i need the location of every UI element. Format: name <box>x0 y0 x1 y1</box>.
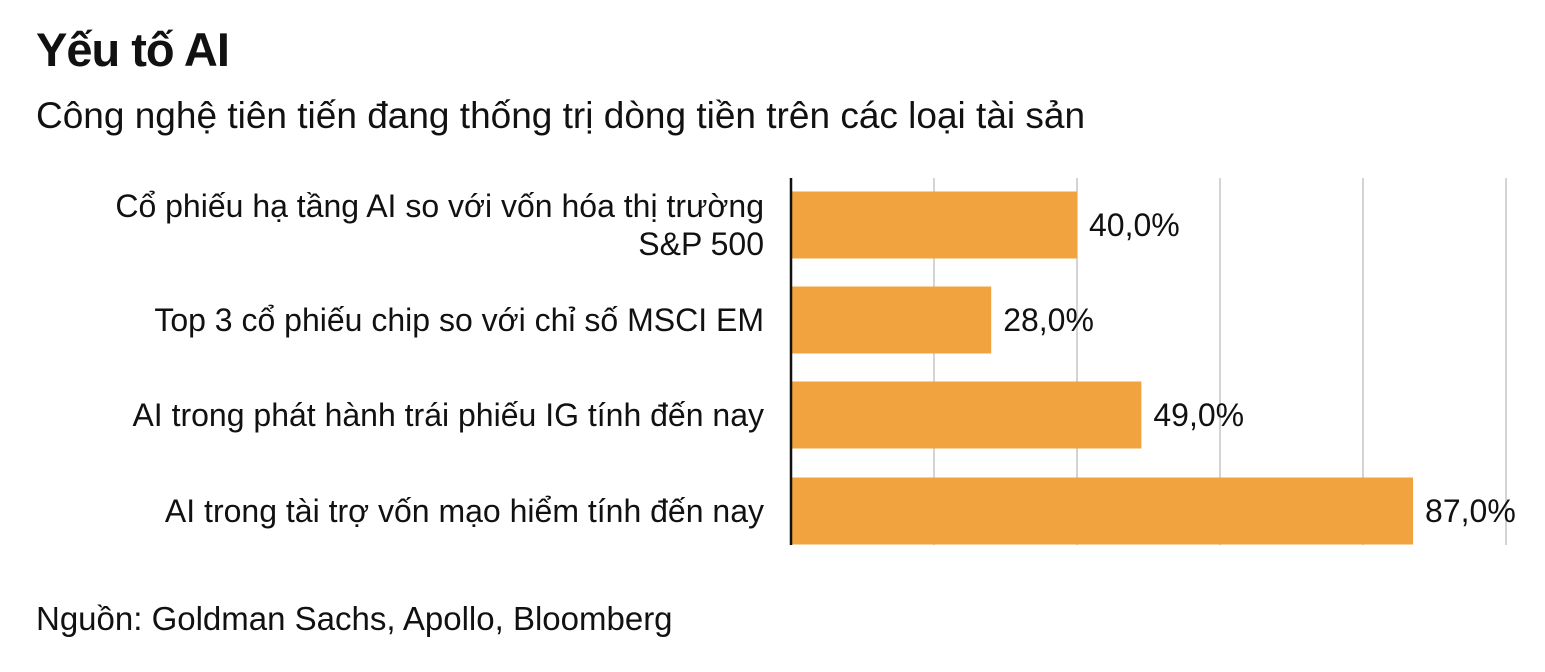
value-label-3: 49,0% <box>1153 397 1244 433</box>
chart-title: Yếu tố AI <box>36 23 230 76</box>
category-labels: Cổ phiếu hạ tầng AI so với vốn hóa thị t… <box>115 188 764 529</box>
category-label-line: S&P 500 <box>638 226 764 262</box>
category-label-line: Top 3 cổ phiếu chip so với chỉ số MSCI E… <box>154 302 764 338</box>
category-label-2: Top 3 cổ phiếu chip so với chỉ số MSCI E… <box>154 302 764 338</box>
value-label-2: 28,0% <box>1003 302 1094 338</box>
category-label-line: AI trong phát hành trái phiếu IG tính đế… <box>132 397 764 433</box>
bar-3 <box>791 381 1142 449</box>
category-label-line: AI trong tài trợ vốn mạo hiểm tính đến n… <box>165 493 764 529</box>
bar-4 <box>791 477 1414 545</box>
bar-2 <box>791 286 992 354</box>
bar-1 <box>791 191 1077 259</box>
chart-subtitle: Công nghệ tiên tiến đang thống trị dòng … <box>36 95 1086 136</box>
category-label-3: AI trong phát hành trái phiếu IG tính đế… <box>132 397 764 433</box>
source-note: Nguồn: Goldman Sachs, Apollo, Bloomberg <box>36 600 673 637</box>
bars <box>791 191 1414 545</box>
category-label-line: Cổ phiếu hạ tầng AI so với vốn hóa thị t… <box>115 188 764 224</box>
value-label-1: 40,0% <box>1089 207 1180 243</box>
category-label-4: AI trong tài trợ vốn mạo hiểm tính đến n… <box>165 493 764 529</box>
category-label-1: Cổ phiếu hạ tầng AI so với vốn hóa thị t… <box>115 188 764 262</box>
value-labels: 40,0% 28,0% 49,0% 87,0% <box>1003 207 1516 529</box>
value-label-4: 87,0% <box>1425 493 1516 529</box>
